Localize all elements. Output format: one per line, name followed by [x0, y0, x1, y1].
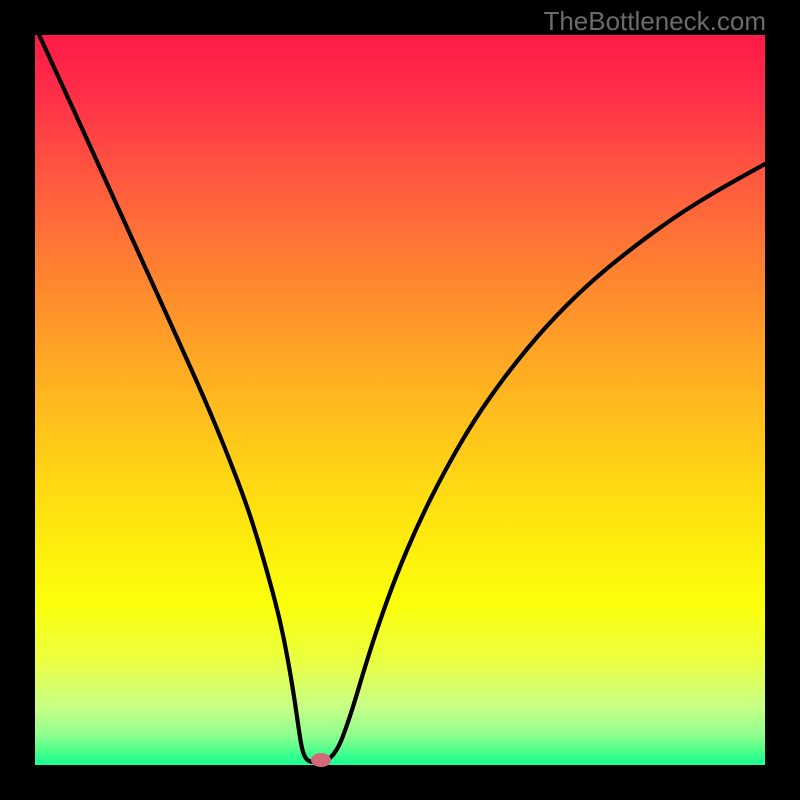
gradient-background: [35, 35, 765, 765]
watermark-text: TheBottleneck.com: [543, 6, 766, 37]
optimum-marker: [311, 753, 331, 767]
